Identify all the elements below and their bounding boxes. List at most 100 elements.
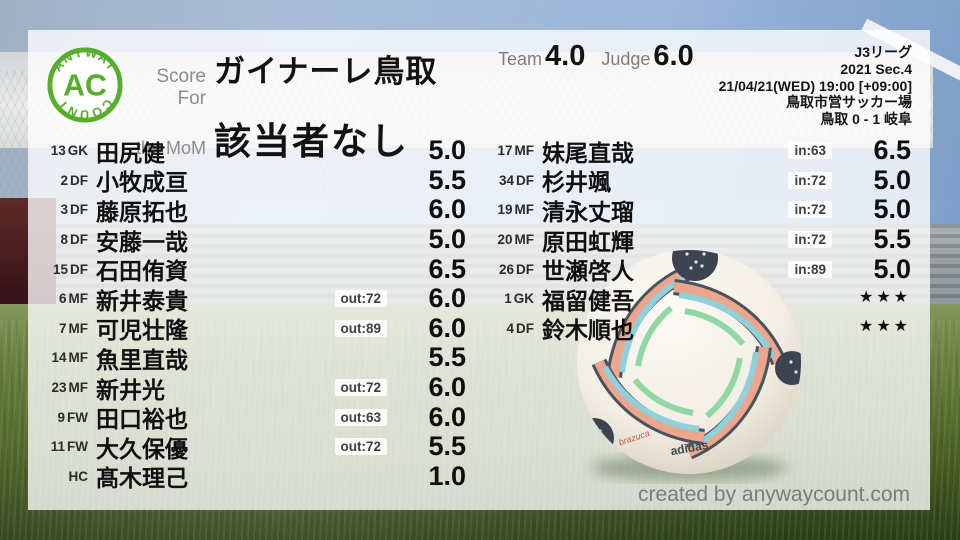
- substitution-badge: out:72: [334, 438, 387, 456]
- player-number: 19: [497, 202, 513, 218]
- player-position: MF: [514, 202, 535, 218]
- player-number-position: 20 MF: [494, 232, 534, 247]
- player-name: 鈴木順也: [542, 317, 634, 344]
- player-position: GK: [513, 291, 534, 307]
- player-number-position: 6 MF: [46, 291, 88, 306]
- player-score: 5.0: [873, 164, 911, 195]
- substitute-players-column: 17 MF 妹尾直哉 in:63 6.5 34 DF 杉井颯 in:72 5.0…: [494, 135, 911, 344]
- starting-players-column: 13 GK 田尻健 5.0 2 DF 小牧成亘 5.5 3 DF 藤原拓也 6.…: [46, 135, 466, 491]
- player-score: 1.0: [428, 460, 466, 491]
- player-position: DF: [516, 261, 534, 277]
- player-position: GK: [67, 143, 88, 159]
- substitution-badge: out:63: [334, 408, 387, 426]
- kickoff-datetime: 21/04/21(WED) 19:00 [+09:00]: [718, 77, 912, 94]
- player-position: DF: [70, 261, 88, 277]
- player-position: MF: [68, 380, 89, 396]
- player-position: MF: [68, 291, 89, 307]
- player-number: 7: [58, 320, 67, 336]
- player-number: 17: [497, 143, 513, 159]
- player-name: 田口裕也: [96, 406, 188, 433]
- player-number: 9: [57, 409, 65, 425]
- team-score-label: Team: [498, 49, 543, 69]
- logo-circle: [47, 47, 123, 123]
- player-number-position: 14 MF: [46, 350, 88, 365]
- player-number: 20: [497, 232, 513, 248]
- player-position: DF: [516, 320, 534, 336]
- team-name: ガイナーレ鳥取: [214, 54, 438, 89]
- player-name: 可児壮隆: [96, 317, 188, 344]
- player-number-position: 11 FW: [46, 439, 88, 454]
- player-row: 20 MF 原田虹輝 in:72 5.5: [494, 224, 911, 255]
- player-row: 14 MF 魚里直哉 5.5: [46, 342, 466, 373]
- ball-base: [577, 250, 801, 474]
- player-row: 26 DF 世瀬啓人 in:89 5.0: [494, 254, 911, 285]
- player-position: DF: [70, 172, 88, 188]
- player-score: 5.0: [873, 194, 911, 225]
- player-number-position: 8 DF: [46, 232, 88, 247]
- venue-name: 鳥取市営サッカー場: [786, 94, 912, 111]
- match-info-block: J3リーグ 2021 Sec.4 21/04/21(WED) 19:00 [+0…: [719, 44, 912, 128]
- player-number-position: 34 DF: [494, 173, 534, 188]
- player-name: 清永丈瑠: [542, 198, 634, 225]
- player-row: 34 DF 杉井颯 in:72 5.0: [494, 164, 911, 196]
- player-score: 6.0: [428, 283, 466, 314]
- player-row: 15 DF 石田侑資 6.5: [46, 253, 466, 285]
- player-row: 13 GK 田尻健 5.0: [46, 135, 466, 166]
- player-number-position: 3 DF: [46, 202, 88, 217]
- team-judge-scores: Team 4.0 Judge 6.0: [498, 40, 694, 73]
- player-name: 新井光: [96, 376, 165, 403]
- player-name: 原田虹輝: [542, 228, 634, 255]
- player-number-position: 13 GK: [46, 143, 88, 158]
- player-score: 5.0: [428, 224, 466, 255]
- player-number-position: 9 FW: [46, 410, 88, 425]
- player-number: 6: [58, 291, 67, 307]
- ball-panel-arms: [599, 264, 779, 452]
- player-name: 福留健吾: [542, 287, 634, 314]
- player-number-position: 2 DF: [46, 173, 88, 188]
- player-number-position: 15 DF: [46, 262, 88, 277]
- player-position: FW: [67, 409, 88, 425]
- header-left-block: Score For ガイナーレ鳥取 the MoM 該当者なし: [124, 46, 437, 165]
- player-score: 6.0: [428, 194, 466, 225]
- player-name: 小牧成亘: [96, 169, 188, 196]
- player-position: MF: [68, 320, 89, 336]
- player-number-position: 17 MF: [494, 143, 534, 158]
- player-row: 1 GK 福留健吾 ★★★: [494, 284, 911, 314]
- player-row: 23 MF 新井光 out:72 6.0: [46, 372, 466, 403]
- player-row: 6 MF 新井泰貴 out:72 6.0: [46, 283, 466, 314]
- player-number-position: 1 GK: [494, 291, 534, 306]
- player-number: 15: [52, 261, 68, 277]
- player-score: 6.5: [873, 135, 911, 166]
- judge-score-label: Judge: [601, 49, 651, 69]
- player-number: 23: [51, 380, 67, 396]
- player-number-position: 7 MF: [46, 321, 88, 336]
- player-score: 6.5: [428, 253, 466, 284]
- team-score-value: 4.0: [545, 40, 586, 72]
- substitution-badge: out:72: [334, 379, 387, 397]
- player-row: 8 DF 安藤一哉 5.0: [46, 224, 466, 255]
- player-name: 妹尾直哉: [542, 139, 634, 166]
- player-number-position: 4 DF: [494, 321, 534, 336]
- player-score: ★★★: [858, 318, 911, 336]
- player-number: 11: [50, 439, 65, 455]
- player-number: 13: [50, 143, 66, 159]
- match-result: 鳥取 0 - 1 岐阜: [820, 111, 912, 128]
- mom-value: 該当者なし: [214, 121, 409, 162]
- player-number: 4: [506, 320, 514, 336]
- player-number-position: 26 DF: [494, 262, 534, 277]
- player-position: FW: [67, 439, 88, 455]
- player-number: 14: [51, 350, 67, 366]
- player-row: 4 DF 鈴木順也 ★★★: [494, 314, 911, 344]
- player-number: 1: [504, 291, 512, 307]
- player-position: MF: [68, 350, 89, 366]
- player-name: 新井泰貴: [96, 287, 188, 314]
- score-for-label: Score For: [156, 66, 206, 109]
- player-score: 6.0: [428, 401, 466, 432]
- player-name: 石田侑資: [96, 258, 188, 285]
- substitution-badge: out:72: [334, 290, 387, 308]
- white-overlay-panel: [28, 30, 930, 510]
- substitution-badge: in:72: [788, 171, 832, 189]
- player-score: 6.0: [428, 312, 466, 343]
- player-score: 6.0: [428, 372, 466, 403]
- player-position: DF: [516, 172, 534, 188]
